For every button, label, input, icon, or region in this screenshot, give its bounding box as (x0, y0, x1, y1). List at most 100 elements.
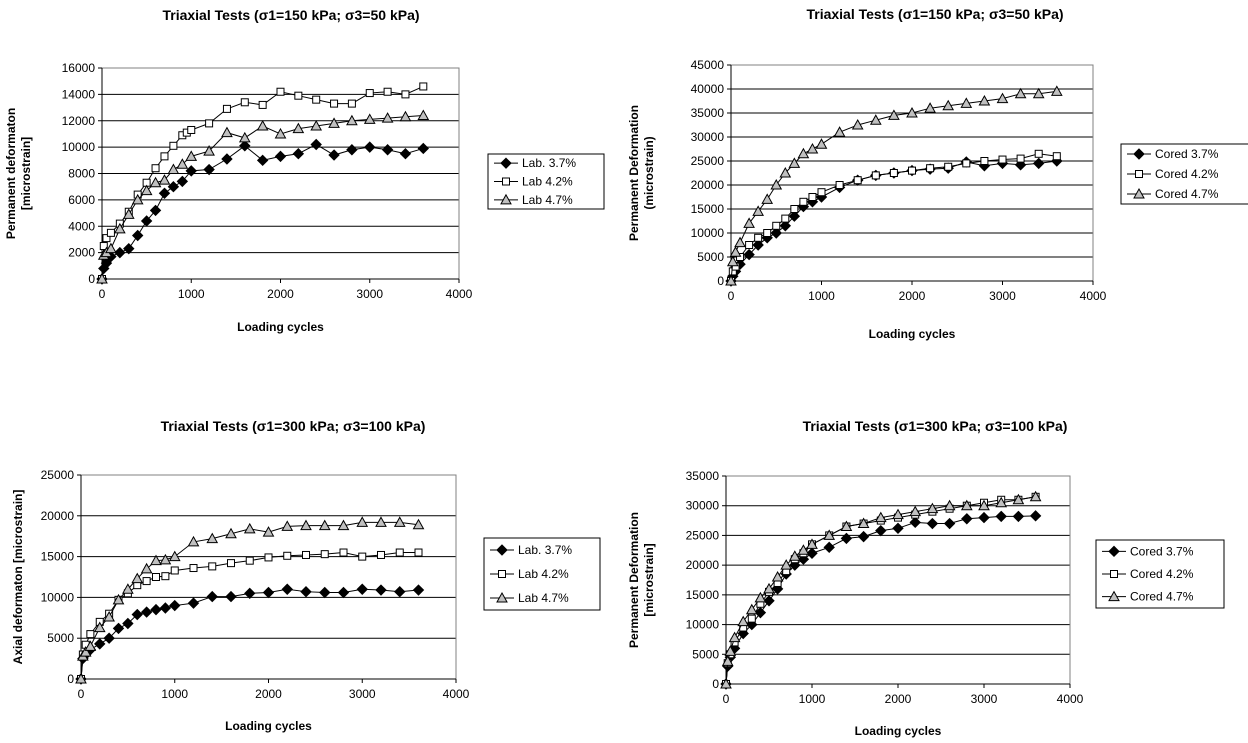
data-point (780, 559, 793, 570)
data-point (240, 98, 249, 107)
data-point (998, 155, 1007, 164)
data-point (310, 119, 323, 131)
x-axis-label: Loading cycles (237, 320, 324, 334)
y-tick-label: 5000 (697, 250, 724, 264)
data-point (770, 227, 782, 239)
x-tick-label: 0 (78, 687, 85, 701)
x-tick-label: 4000 (1080, 289, 1107, 303)
data-point (743, 248, 755, 261)
data-point (300, 519, 312, 531)
data-point (159, 602, 172, 614)
x-tick-label: 2000 (255, 687, 282, 701)
data-point (281, 583, 293, 595)
y-tick-label: 16000 (62, 61, 96, 75)
data-point (149, 204, 162, 217)
y-tick-label: 14000 (62, 87, 96, 101)
data-point (737, 615, 750, 627)
data-point (106, 228, 115, 237)
data-point (763, 229, 772, 237)
data-point (412, 584, 425, 596)
data-point (358, 552, 367, 561)
data-point (363, 113, 376, 124)
chart-title: Triaxial Tests (σ1=300 kPa; σ3=100 kPa) (803, 418, 1068, 434)
data-point (772, 221, 781, 230)
legend-marker (500, 193, 512, 205)
data-point (817, 188, 826, 197)
data-point (383, 87, 392, 96)
data-point (160, 152, 169, 161)
legend-label: Cored 4.7% (1130, 590, 1194, 604)
data-point (908, 166, 916, 175)
data-point (122, 583, 134, 594)
legend-label: Lab. 3.7% (522, 156, 576, 170)
data-point (806, 142, 819, 154)
data-point (114, 222, 126, 234)
series-diamond (720, 510, 1042, 690)
y-tick-label: 0 (88, 272, 95, 286)
legend: Lab. 3.7% Lab 4.2% Lab 4.7% (487, 153, 605, 210)
data-point (754, 606, 767, 619)
data-point (419, 82, 428, 91)
data-point (743, 217, 755, 228)
data-point (417, 142, 430, 155)
data-point (833, 126, 846, 137)
legend-label: Cored 4.2% (1130, 567, 1194, 581)
data-point (995, 496, 1008, 508)
data-point (995, 510, 1007, 523)
data-point (159, 553, 172, 565)
data-point (394, 585, 406, 598)
data-point (761, 193, 774, 204)
data-point (330, 99, 339, 108)
y-tick-label: 35000 (686, 469, 720, 483)
data-point (96, 272, 108, 284)
data-point (187, 125, 196, 134)
data-point (944, 162, 953, 171)
data-point (808, 193, 817, 201)
data-point (225, 590, 237, 603)
y-axis-label: Permanent Deformation [microstrain] (627, 512, 656, 648)
data-point (393, 516, 406, 527)
data-point (763, 582, 775, 594)
data-point (337, 586, 350, 599)
data-point (888, 109, 900, 120)
data-point (770, 178, 783, 190)
data-point (114, 246, 126, 259)
legend-label: Lab. 3.7% (518, 543, 572, 557)
data-point (187, 597, 200, 609)
data-point (168, 550, 181, 562)
data-point (356, 583, 368, 595)
data-point (158, 174, 171, 185)
chart-1: Triaxial Tests (σ1=150 kPa; σ3=50 kPa) 0 2… (4, 7, 605, 334)
y-tick-label: 10000 (686, 618, 720, 632)
data-point (926, 502, 939, 514)
data-point (208, 562, 217, 571)
data-point (835, 181, 844, 189)
data-point (797, 147, 810, 159)
y-tick-label: 2000 (68, 246, 95, 260)
legend-marker (1133, 148, 1145, 160)
x-tick-label: 2000 (885, 692, 912, 706)
data-point (399, 148, 412, 160)
x-tick-label: 0 (723, 692, 730, 706)
series-triangle (96, 109, 430, 284)
data-point (356, 516, 369, 527)
data-point (243, 522, 256, 534)
data-point (726, 255, 739, 267)
data-point (909, 505, 922, 517)
y-tick-label: 10000 (62, 140, 96, 154)
legend-marker (496, 591, 508, 603)
x-tick-label: 0 (99, 287, 106, 301)
y-tick-label: 25000 (686, 528, 720, 542)
chart-title: Triaxial Tests (σ1=150 kPa; σ3=50 kPa) (806, 6, 1063, 22)
y-axis-label-line: [microstrain] (642, 543, 656, 616)
legend: Cored 3.7% Cored 4.2% Cored 4.7% (1120, 143, 1248, 205)
data-point (339, 548, 348, 557)
data-point (892, 522, 904, 535)
data-point (960, 97, 973, 108)
legend: Lab. 3.7% Lab 4.2% Lab 4.7% (483, 537, 601, 611)
data-point (238, 131, 251, 143)
data-point (365, 89, 374, 98)
data-point (806, 538, 818, 549)
data-point (149, 176, 162, 188)
data-point (176, 175, 189, 188)
